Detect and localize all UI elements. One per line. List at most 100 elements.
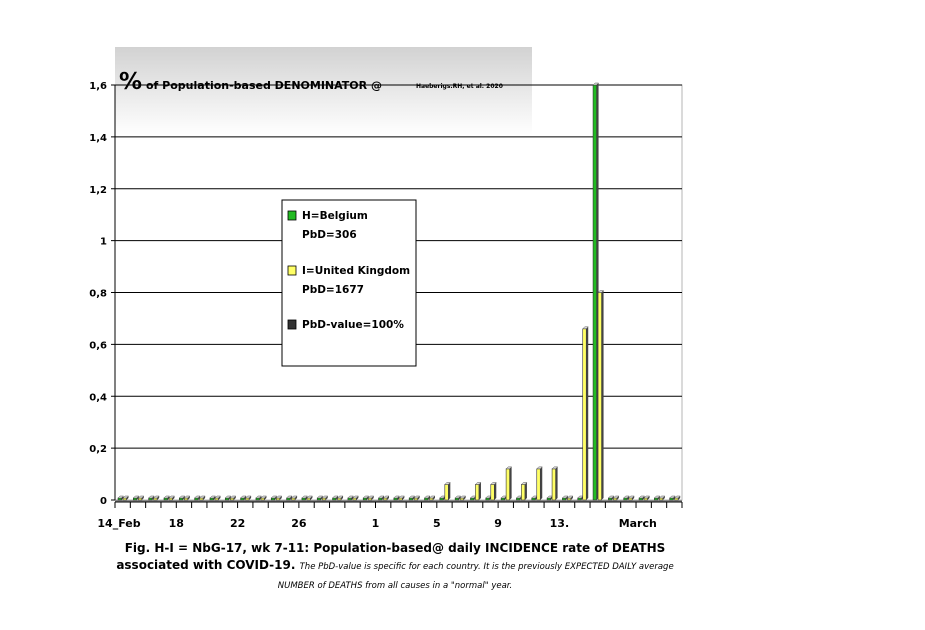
- bar-belgium: [439, 495, 446, 501]
- bar-united-kingdom: [275, 495, 283, 501]
- bar-united-kingdom: [474, 482, 482, 501]
- title-banner: [115, 47, 532, 135]
- legend-label: PbD-value=100%: [302, 319, 404, 331]
- bar-united-kingdom: [490, 482, 497, 501]
- bar-belgium: [653, 495, 661, 501]
- bar-belgium: [316, 495, 324, 501]
- bar-belgium: [240, 495, 247, 501]
- bar-united-kingdom: [643, 495, 651, 501]
- legend-swatch: [287, 210, 297, 221]
- legend-sublabel: PbD=306: [302, 229, 357, 241]
- bar-united-kingdom: [321, 495, 329, 501]
- x-tick-label: 22: [230, 517, 245, 530]
- y-tick-label: 1,2: [89, 185, 107, 196]
- bar-united-kingdom: [612, 495, 620, 501]
- bar-belgium: [638, 495, 646, 501]
- x-tick-label: 26: [291, 517, 307, 530]
- bar-belgium: [592, 82, 600, 501]
- bar-belgium: [347, 495, 354, 501]
- floor: [115, 500, 682, 502]
- bar-belgium: [607, 495, 615, 501]
- bar-united-kingdom: [398, 495, 405, 501]
- y-tick-label: 0,2: [89, 444, 107, 455]
- bar-belgium: [255, 495, 262, 501]
- x-tick-label: 14_Feb: [97, 517, 140, 530]
- x-tick-label: March: [619, 517, 657, 530]
- bar-united-kingdom: [352, 495, 359, 501]
- x-axis: 14_Feb 18 22 26 1 5 9 13. March: [97, 501, 683, 530]
- bar-united-kingdom: [658, 495, 666, 501]
- legend: H=Belgium PbD=306 I=United Kingdom PbD=1677…: [281, 199, 417, 367]
- legend-sublabel: PbD=1677: [302, 284, 364, 296]
- y-tick-label: 0,8: [89, 289, 107, 300]
- bar-belgium: [469, 495, 477, 501]
- x-tick-label: 13.: [550, 517, 570, 530]
- bar-belgium: [270, 495, 278, 501]
- x-tick-label: 9: [494, 517, 502, 530]
- bar-belgium: [209, 495, 216, 501]
- bar-belgium: [408, 495, 416, 501]
- bar-united-kingdom: [137, 495, 145, 501]
- bar-belgium: [546, 495, 554, 501]
- bar-belgium: [332, 495, 339, 501]
- bar-united-kingdom: [367, 495, 375, 501]
- chart-title-credit: Haeberigs.RH, et al. 2020: [416, 83, 503, 90]
- bar-belgium: [485, 495, 492, 501]
- bar-belgium: [178, 495, 186, 501]
- bar-belgium: [515, 495, 523, 501]
- bar-united-kingdom: [566, 495, 574, 501]
- y-tick-label: 0,6: [89, 340, 107, 351]
- bar-belgium: [163, 495, 170, 501]
- bar-united-kingdom: [291, 495, 298, 501]
- bar-united-kingdom: [214, 495, 221, 501]
- bar-united-kingdom: [168, 495, 175, 501]
- bar-united-kingdom: [505, 466, 513, 501]
- bar-united-kingdom: [260, 495, 267, 501]
- bar-belgium: [577, 495, 584, 501]
- bars: [117, 82, 681, 501]
- bar-belgium: [531, 495, 538, 501]
- bar-belgium: [224, 495, 232, 501]
- bar-united-kingdom: [413, 495, 421, 501]
- y-tick-label: 1: [100, 237, 107, 248]
- bar-belgium: [286, 495, 293, 501]
- bar-belgium: [454, 495, 462, 501]
- bar-united-kingdom: [122, 495, 129, 501]
- bar-united-kingdom: [674, 495, 681, 501]
- y-axis: 1,6 1,4 1,2 1 0,8 0,6 0,4 0,2 0: [89, 81, 116, 507]
- y-tick-label: 1,6: [89, 81, 107, 92]
- bar-united-kingdom: [153, 495, 160, 501]
- bar-united-kingdom: [383, 495, 390, 501]
- y-tick-label: 0,4: [89, 392, 107, 403]
- legend-box: [281, 199, 417, 367]
- bar-united-kingdom: [306, 495, 313, 501]
- bar-united-kingdom: [183, 495, 191, 501]
- bar-united-kingdom: [229, 495, 237, 501]
- bar-belgium: [500, 495, 508, 501]
- bar-united-kingdom: [429, 495, 436, 501]
- x-tick-label: 1: [372, 517, 380, 530]
- bar-belgium: [117, 495, 124, 501]
- bar-united-kingdom: [628, 495, 635, 501]
- bar-united-kingdom: [245, 495, 252, 501]
- caption-italic: The PbD-value is specific for each count…: [277, 562, 674, 591]
- bar-united-kingdom: [459, 495, 467, 501]
- bar-belgium: [378, 495, 385, 501]
- bar-united-kingdom: [597, 290, 605, 501]
- caption: Fig. H-I = NbG-17, wk 7-11: Population-b…: [100, 540, 690, 595]
- bar-belgium: [362, 495, 370, 501]
- chart-title: of Population-based DENOMINATOR @: [146, 79, 382, 92]
- caption-main: Fig. H-I = NbG-17, wk 7-11: Population-b…: [116, 541, 666, 572]
- legend-swatch: [287, 319, 297, 330]
- bar-united-kingdom: [444, 482, 451, 501]
- bar-belgium: [194, 495, 201, 501]
- bar-belgium: [132, 495, 140, 501]
- legend-label: H=Belgium: [302, 210, 368, 222]
- bar-belgium: [669, 495, 676, 501]
- bar-belgium: [301, 495, 308, 501]
- bar-united-kingdom: [582, 326, 589, 501]
- legend-label: I=United Kingdom: [302, 265, 410, 277]
- legend-swatch: [287, 265, 297, 276]
- x-tick-label: 18: [169, 517, 184, 530]
